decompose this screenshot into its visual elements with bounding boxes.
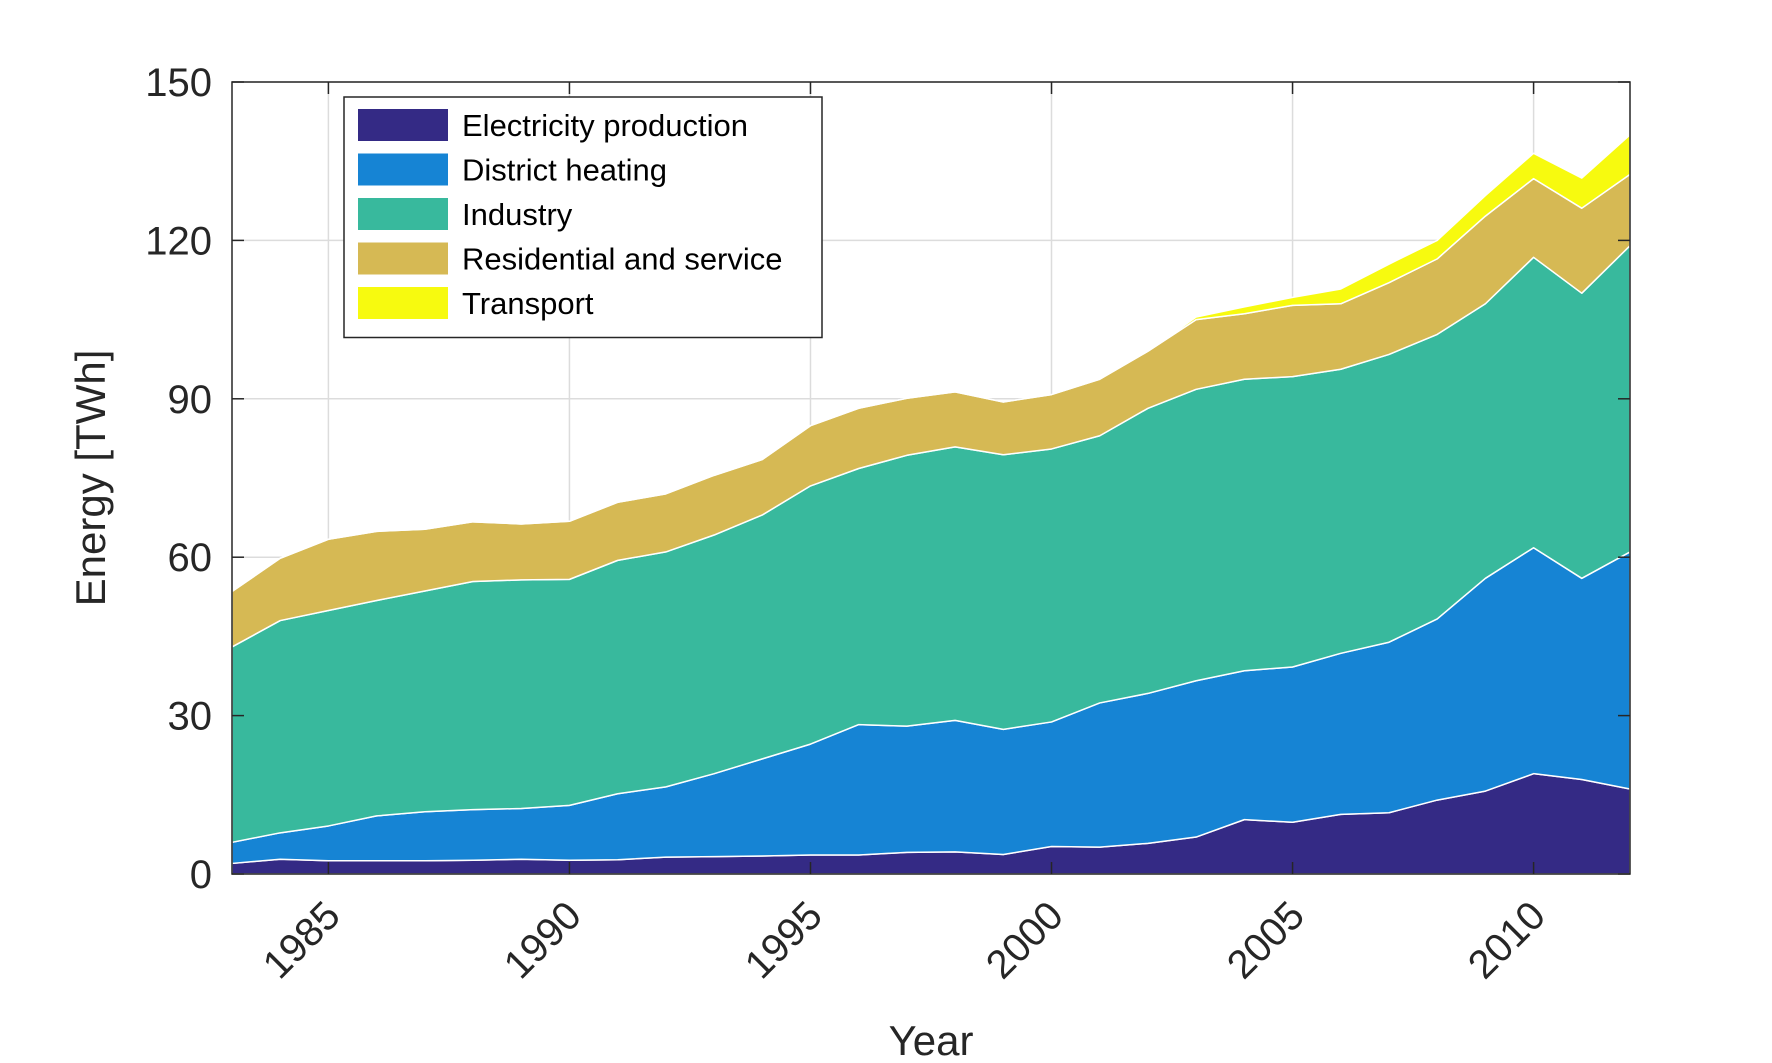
y-tick-label: 30 xyxy=(168,695,213,739)
y-axis-title: Energy [TWh] xyxy=(67,350,114,607)
y-tick-label: 150 xyxy=(145,61,212,105)
legend-label: Electricity production xyxy=(462,108,748,143)
legend-swatch xyxy=(358,153,448,186)
legend-label: District heating xyxy=(462,153,667,188)
legend-swatch xyxy=(358,287,448,319)
legend-label: Industry xyxy=(462,197,573,232)
x-axis-title: Year xyxy=(889,1017,974,1063)
legend: Electricity production District heating In… xyxy=(343,96,823,339)
plot-frame xyxy=(231,81,1631,875)
legend-swatch xyxy=(358,242,448,275)
axis-ticks xyxy=(232,81,1630,875)
area-series-group xyxy=(231,134,1631,875)
y-tick-label: 0 xyxy=(190,853,212,897)
y-tick-label: 90 xyxy=(168,378,213,422)
y-tick-labels: 0 30 60 90 120 150 xyxy=(145,61,212,897)
legend-label: Residential and service xyxy=(462,242,783,277)
legend-swatch xyxy=(358,109,448,141)
y-tick-label: 120 xyxy=(145,219,212,263)
legend-swatch xyxy=(358,198,448,230)
legend-label: Transport xyxy=(462,286,594,321)
y-tick-label: 60 xyxy=(168,536,213,580)
